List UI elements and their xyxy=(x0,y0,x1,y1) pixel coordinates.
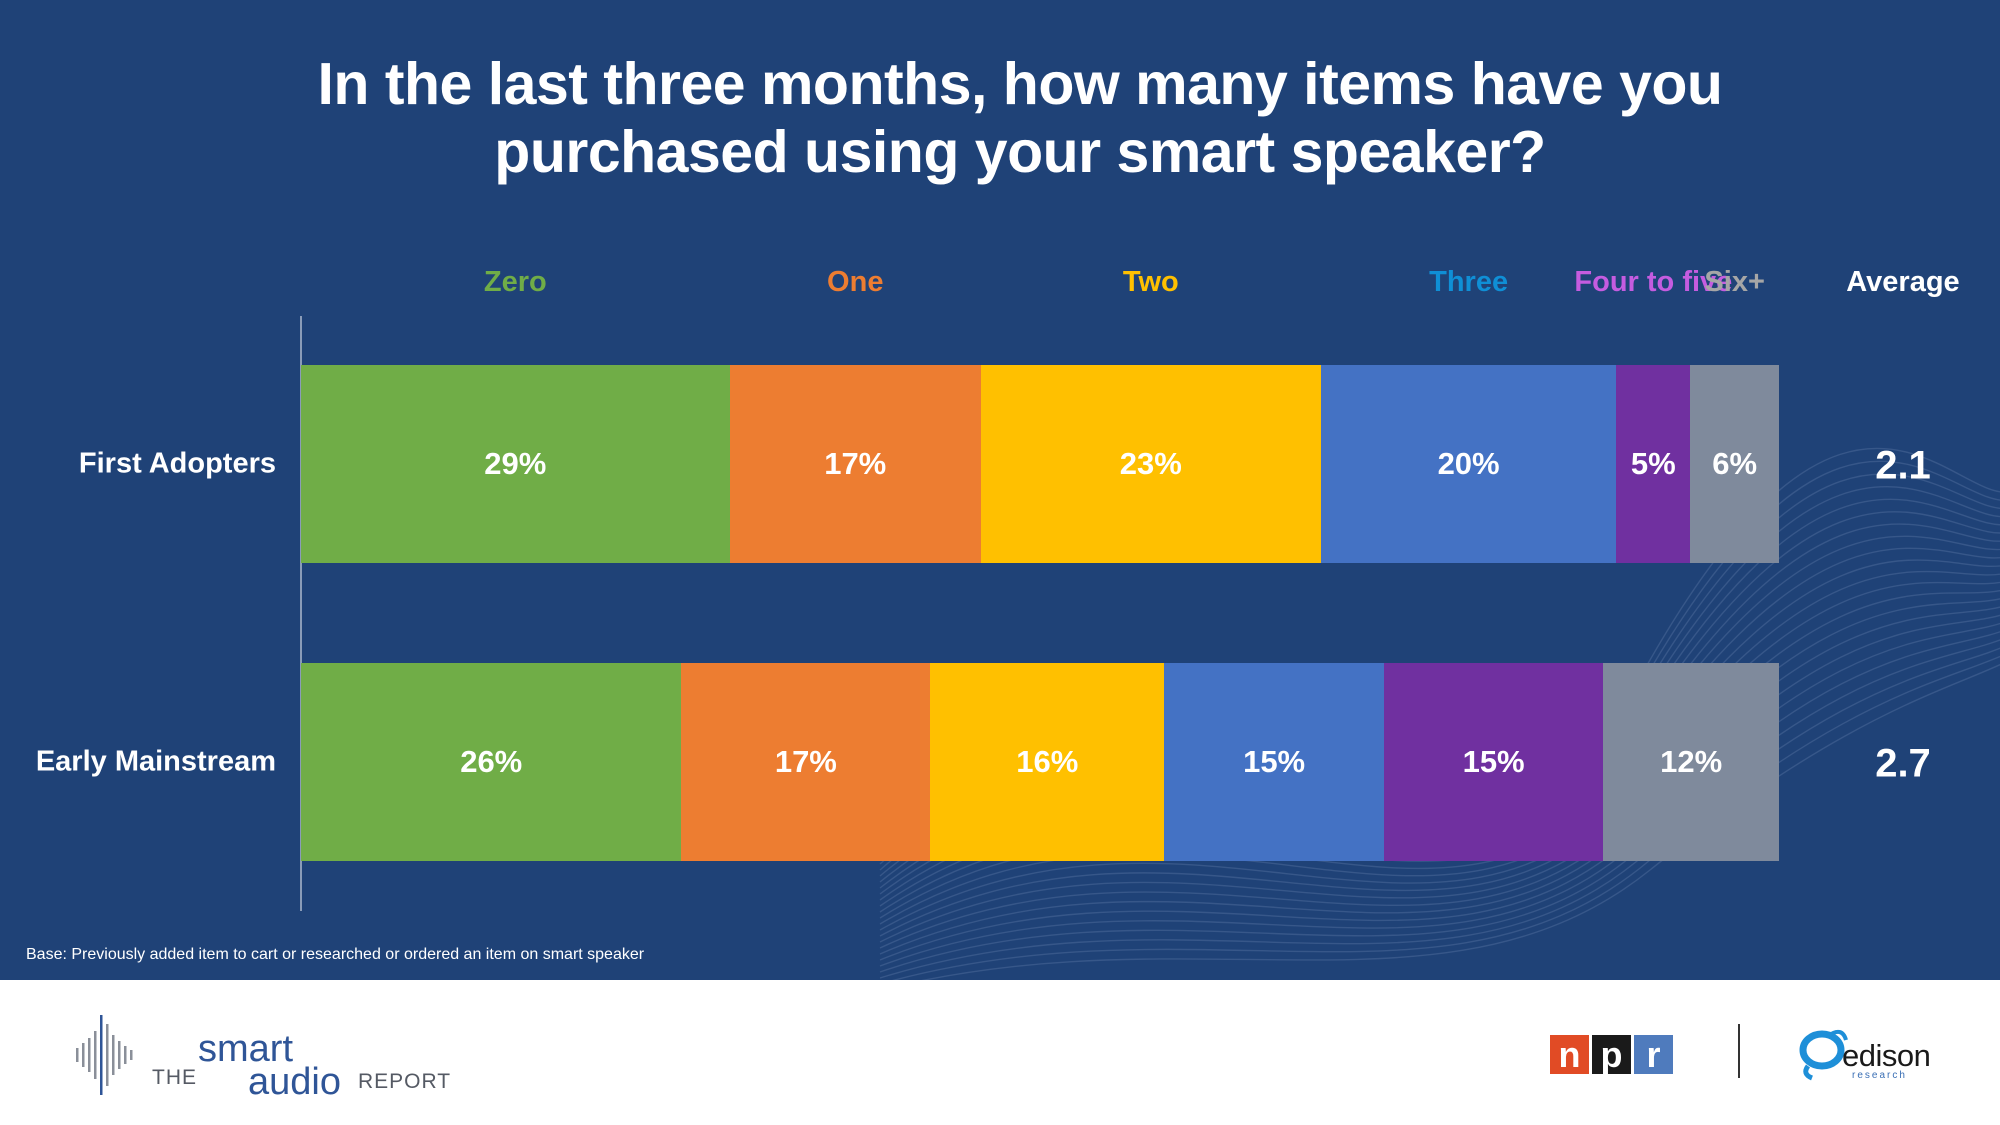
logo-divider xyxy=(1738,1024,1740,1078)
sound-wave-bar xyxy=(130,1050,133,1060)
slide-background: In the last three months, how many items… xyxy=(0,0,2000,980)
npr-letter-r: r xyxy=(1634,1035,1673,1074)
sound-wave-bar xyxy=(106,1024,109,1086)
bar-zero-early-mainstream: 26% xyxy=(301,663,682,861)
title-line-1: In the last three months, how many items… xyxy=(317,51,1723,117)
bar-one-early-mainstream: 17% xyxy=(681,663,931,861)
bar-three-early-mainstream: 15% xyxy=(1164,663,1384,861)
bar-six-first-adopters: 6% xyxy=(1690,365,1779,563)
legend-zero: Zero xyxy=(483,266,547,298)
smart-audio-report-logo: THE smart audio REPORT xyxy=(72,1010,452,1103)
legend-one: One xyxy=(827,266,884,298)
sound-wave-bar xyxy=(82,1043,85,1067)
npr-letter-p: p xyxy=(1592,1035,1631,1074)
legend-three: Three xyxy=(1429,266,1509,298)
background-wave-line xyxy=(892,655,2000,980)
sound-wave-icon xyxy=(76,1015,133,1095)
bar-six-early-mainstream: 12% xyxy=(1603,663,1779,861)
background-wave-line xyxy=(879,622,2000,961)
bar-three-first-adopters: 20% xyxy=(1320,365,1617,563)
sound-wave-bar xyxy=(124,1046,127,1064)
bar-four-to-five-first-adopters: 5% xyxy=(1616,365,1691,563)
base-note: Base: Previously added item to cart or r… xyxy=(26,946,645,963)
bar-two-early-mainstream: 16% xyxy=(930,663,1165,861)
bar-row-first-adopters: 29% 17% 23% 20% 5% 6% xyxy=(301,365,1779,563)
title-line-2: purchased using your smart speaker? xyxy=(494,119,1546,185)
average-header: Average xyxy=(1846,266,1960,298)
logo-the: THE xyxy=(152,1066,197,1089)
sound-wave-bar xyxy=(94,1031,97,1079)
bar-zero-first-adopters: 29% xyxy=(301,365,730,563)
background-wave-line xyxy=(879,631,2000,967)
category-axis-line xyxy=(300,316,302,911)
background-wave-line xyxy=(879,647,2000,979)
legend-six: Six+ xyxy=(1704,266,1765,298)
legend-four-to-five: Four to five xyxy=(1574,266,1733,298)
edison-sub: research xyxy=(1852,1070,1907,1081)
background-wave-line xyxy=(879,614,2000,955)
edison-research-logo: edison research xyxy=(1798,1022,1931,1084)
logo-audio: audio xyxy=(248,1061,341,1103)
chart-title: In the last three months, how many items… xyxy=(150,50,1890,186)
logo-smart: smart xyxy=(198,1028,293,1070)
sound-wave-bar xyxy=(112,1035,115,1075)
legend-two: Two xyxy=(1122,266,1179,298)
edison-name: edison xyxy=(1842,1038,1931,1073)
sound-wave-bar xyxy=(118,1041,121,1069)
bar-four-to-five-early-mainstream: 15% xyxy=(1383,663,1604,861)
sound-wave-bar xyxy=(100,1015,103,1095)
bar-one-first-adopters: 17% xyxy=(729,365,981,563)
average-value-early-mainstream: 2.7 xyxy=(1875,741,1931,786)
sound-wave-bar xyxy=(76,1048,79,1062)
background-wave-line xyxy=(921,663,2000,980)
background-wave-line xyxy=(879,606,2000,949)
average-value-first-adopters: 2.1 xyxy=(1875,443,1931,488)
row-label-first-adopters: First Adopters xyxy=(78,447,276,480)
background-wave-line xyxy=(879,639,2000,973)
logo-report: REPORT xyxy=(358,1070,452,1093)
row-label-early-mainstream: Early Mainstream xyxy=(35,745,276,778)
bar-two-first-adopters: 23% xyxy=(980,365,1321,563)
edison-swirl-icon xyxy=(1799,1029,1848,1081)
npr-letter-n: n xyxy=(1550,1035,1589,1074)
sound-wave-bar xyxy=(88,1038,91,1072)
bar-row-early-mainstream: 26% 17% 16% 15% 15% 12% xyxy=(301,663,1779,861)
